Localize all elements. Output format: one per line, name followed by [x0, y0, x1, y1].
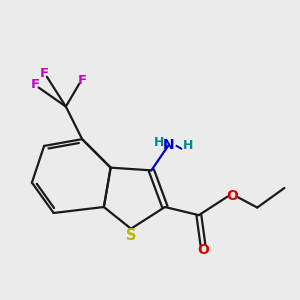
Text: F: F: [40, 68, 49, 80]
Text: H: H: [154, 136, 165, 149]
Text: F: F: [78, 74, 87, 87]
Text: N: N: [163, 138, 174, 152]
Text: S: S: [126, 228, 136, 243]
Text: O: O: [197, 243, 209, 257]
Text: O: O: [226, 189, 238, 203]
Text: H: H: [183, 140, 193, 152]
Text: F: F: [31, 78, 40, 91]
